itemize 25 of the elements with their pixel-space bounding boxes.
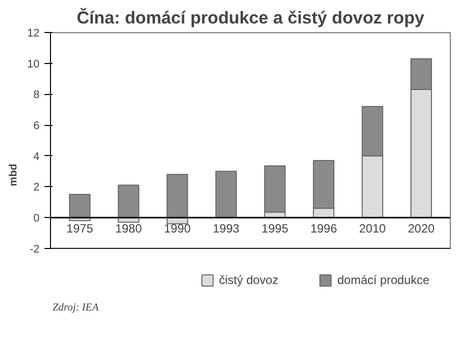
x-tick-label: 2010 [359,222,386,236]
x-tick-label: 1993 [212,222,240,236]
x-tick-label: 1975 [66,222,94,236]
bar [69,194,91,218]
y-tick-label: 12 [27,28,40,40]
y-tick-label: 6 [33,120,40,132]
y-tick-label: 0 [33,212,40,225]
y-tick-label: 8 [33,89,40,102]
y-tick-label: 10 [27,58,40,70]
bar [215,170,237,218]
bar [118,184,140,218]
x-tick-label: 1995 [262,222,289,236]
legend-label: domácí produkce [337,273,430,287]
y-tick-label: 4 [33,150,40,163]
y-tick-label: -2 [30,243,40,256]
x-tick-label: 2020 [408,222,435,236]
x-tick-label: 1980 [115,222,142,236]
x-tick-label: 1990 [164,222,192,236]
x-tick-label: 1996 [310,222,338,236]
y-tick-label: 2 [33,182,40,194]
y-axis-title: mbd [7,164,20,186]
text: Zdroj: IEA [52,302,100,314]
legend-label: čistý dovoz [219,273,278,287]
chart-title: Čína: domácí produkce a čistý dovoz ropy [76,8,425,28]
bar [264,165,286,213]
